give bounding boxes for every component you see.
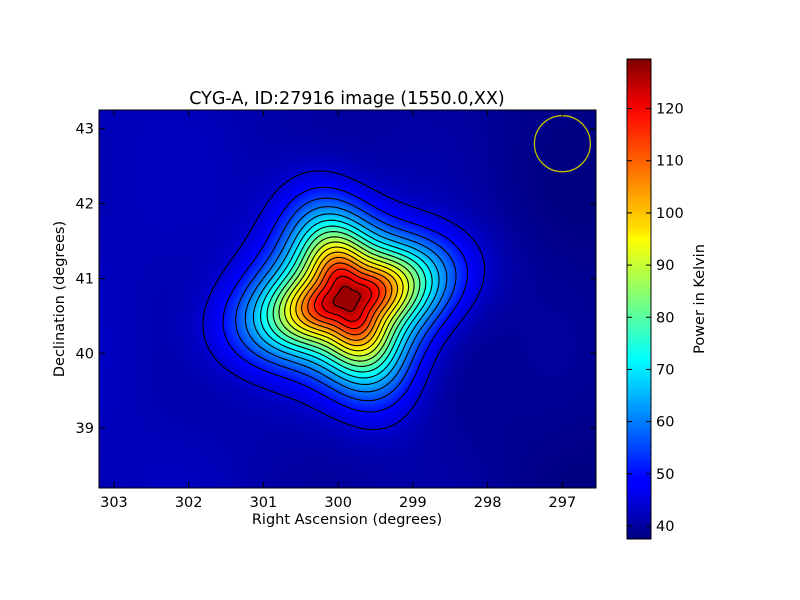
contour-line — [332, 285, 361, 312]
x-tick-label: 297 — [549, 495, 577, 511]
y-tick-label: 39 — [76, 421, 94, 437]
y-axis-ticks: 39 40 41 42 43 — [76, 122, 596, 437]
contour-line — [272, 231, 421, 367]
chart-title: CYG-A, ID:27916 image (1550.0,XX) — [189, 89, 504, 109]
colorbar-label: Power in Kelvin — [692, 244, 708, 354]
colorbar-tick-label: 40 — [656, 519, 674, 535]
contour-line — [235, 197, 457, 402]
contour-line — [222, 186, 469, 413]
x-tick-label: 299 — [399, 495, 427, 511]
colorbar-frame — [626, 58, 652, 540]
y-tick-label: 41 — [76, 271, 94, 287]
contour-line — [266, 225, 427, 373]
contour-line — [284, 241, 410, 357]
x-axis-label: Right Ascension (degrees) — [252, 512, 442, 528]
contour-line — [289, 246, 404, 352]
y-tick-label: 42 — [76, 197, 94, 213]
colorbar-tick-label: 60 — [656, 415, 674, 431]
contour-line — [307, 262, 387, 336]
x-tick-label: 303 — [100, 495, 128, 511]
contour-line — [259, 219, 433, 379]
plot-frame — [98, 109, 597, 489]
contour-lines — [202, 170, 486, 431]
contour-line — [278, 236, 415, 362]
x-tick-label: 298 — [474, 495, 502, 511]
x-axis-ticks: 303 302 301 300 299 298 297 — [100, 110, 576, 511]
colorbar-tick-label: 100 — [656, 206, 684, 222]
contour-line — [244, 206, 448, 393]
colorbar-tick-label: 90 — [656, 258, 674, 274]
contour-line — [313, 268, 380, 330]
colorbar: 40 50 60 70 80 90 100 110 120 Power in Kelvin — [626, 58, 708, 540]
contour-line — [301, 256, 393, 341]
contour-line — [295, 251, 399, 347]
colorbar-gradient — [627, 59, 651, 539]
contour-line — [252, 213, 440, 386]
contour-line — [321, 275, 372, 322]
colorbar-tick-label: 110 — [656, 154, 684, 170]
main-axes: 303 302 301 300 299 298 297 39 40 41 42 43 CYG-A, … — [52, 89, 597, 528]
x-tick-label: 302 — [175, 495, 203, 511]
colorbar-tick-label: 70 — [656, 362, 674, 378]
x-tick-label: 301 — [250, 495, 278, 511]
x-tick-label: 300 — [324, 495, 352, 511]
y-tick-label: 43 — [76, 122, 94, 138]
colorbar-tick-label: 50 — [656, 467, 674, 483]
y-tick-label: 40 — [76, 346, 94, 362]
y-axis-label: Declination (degrees) — [52, 221, 68, 377]
colorbar-tick-label: 120 — [656, 102, 684, 118]
contour-line — [202, 170, 486, 431]
colorbar-tick-label: 80 — [656, 310, 674, 326]
colorbar-ticks: 40 50 60 70 80 90 100 110 120 — [627, 102, 684, 535]
